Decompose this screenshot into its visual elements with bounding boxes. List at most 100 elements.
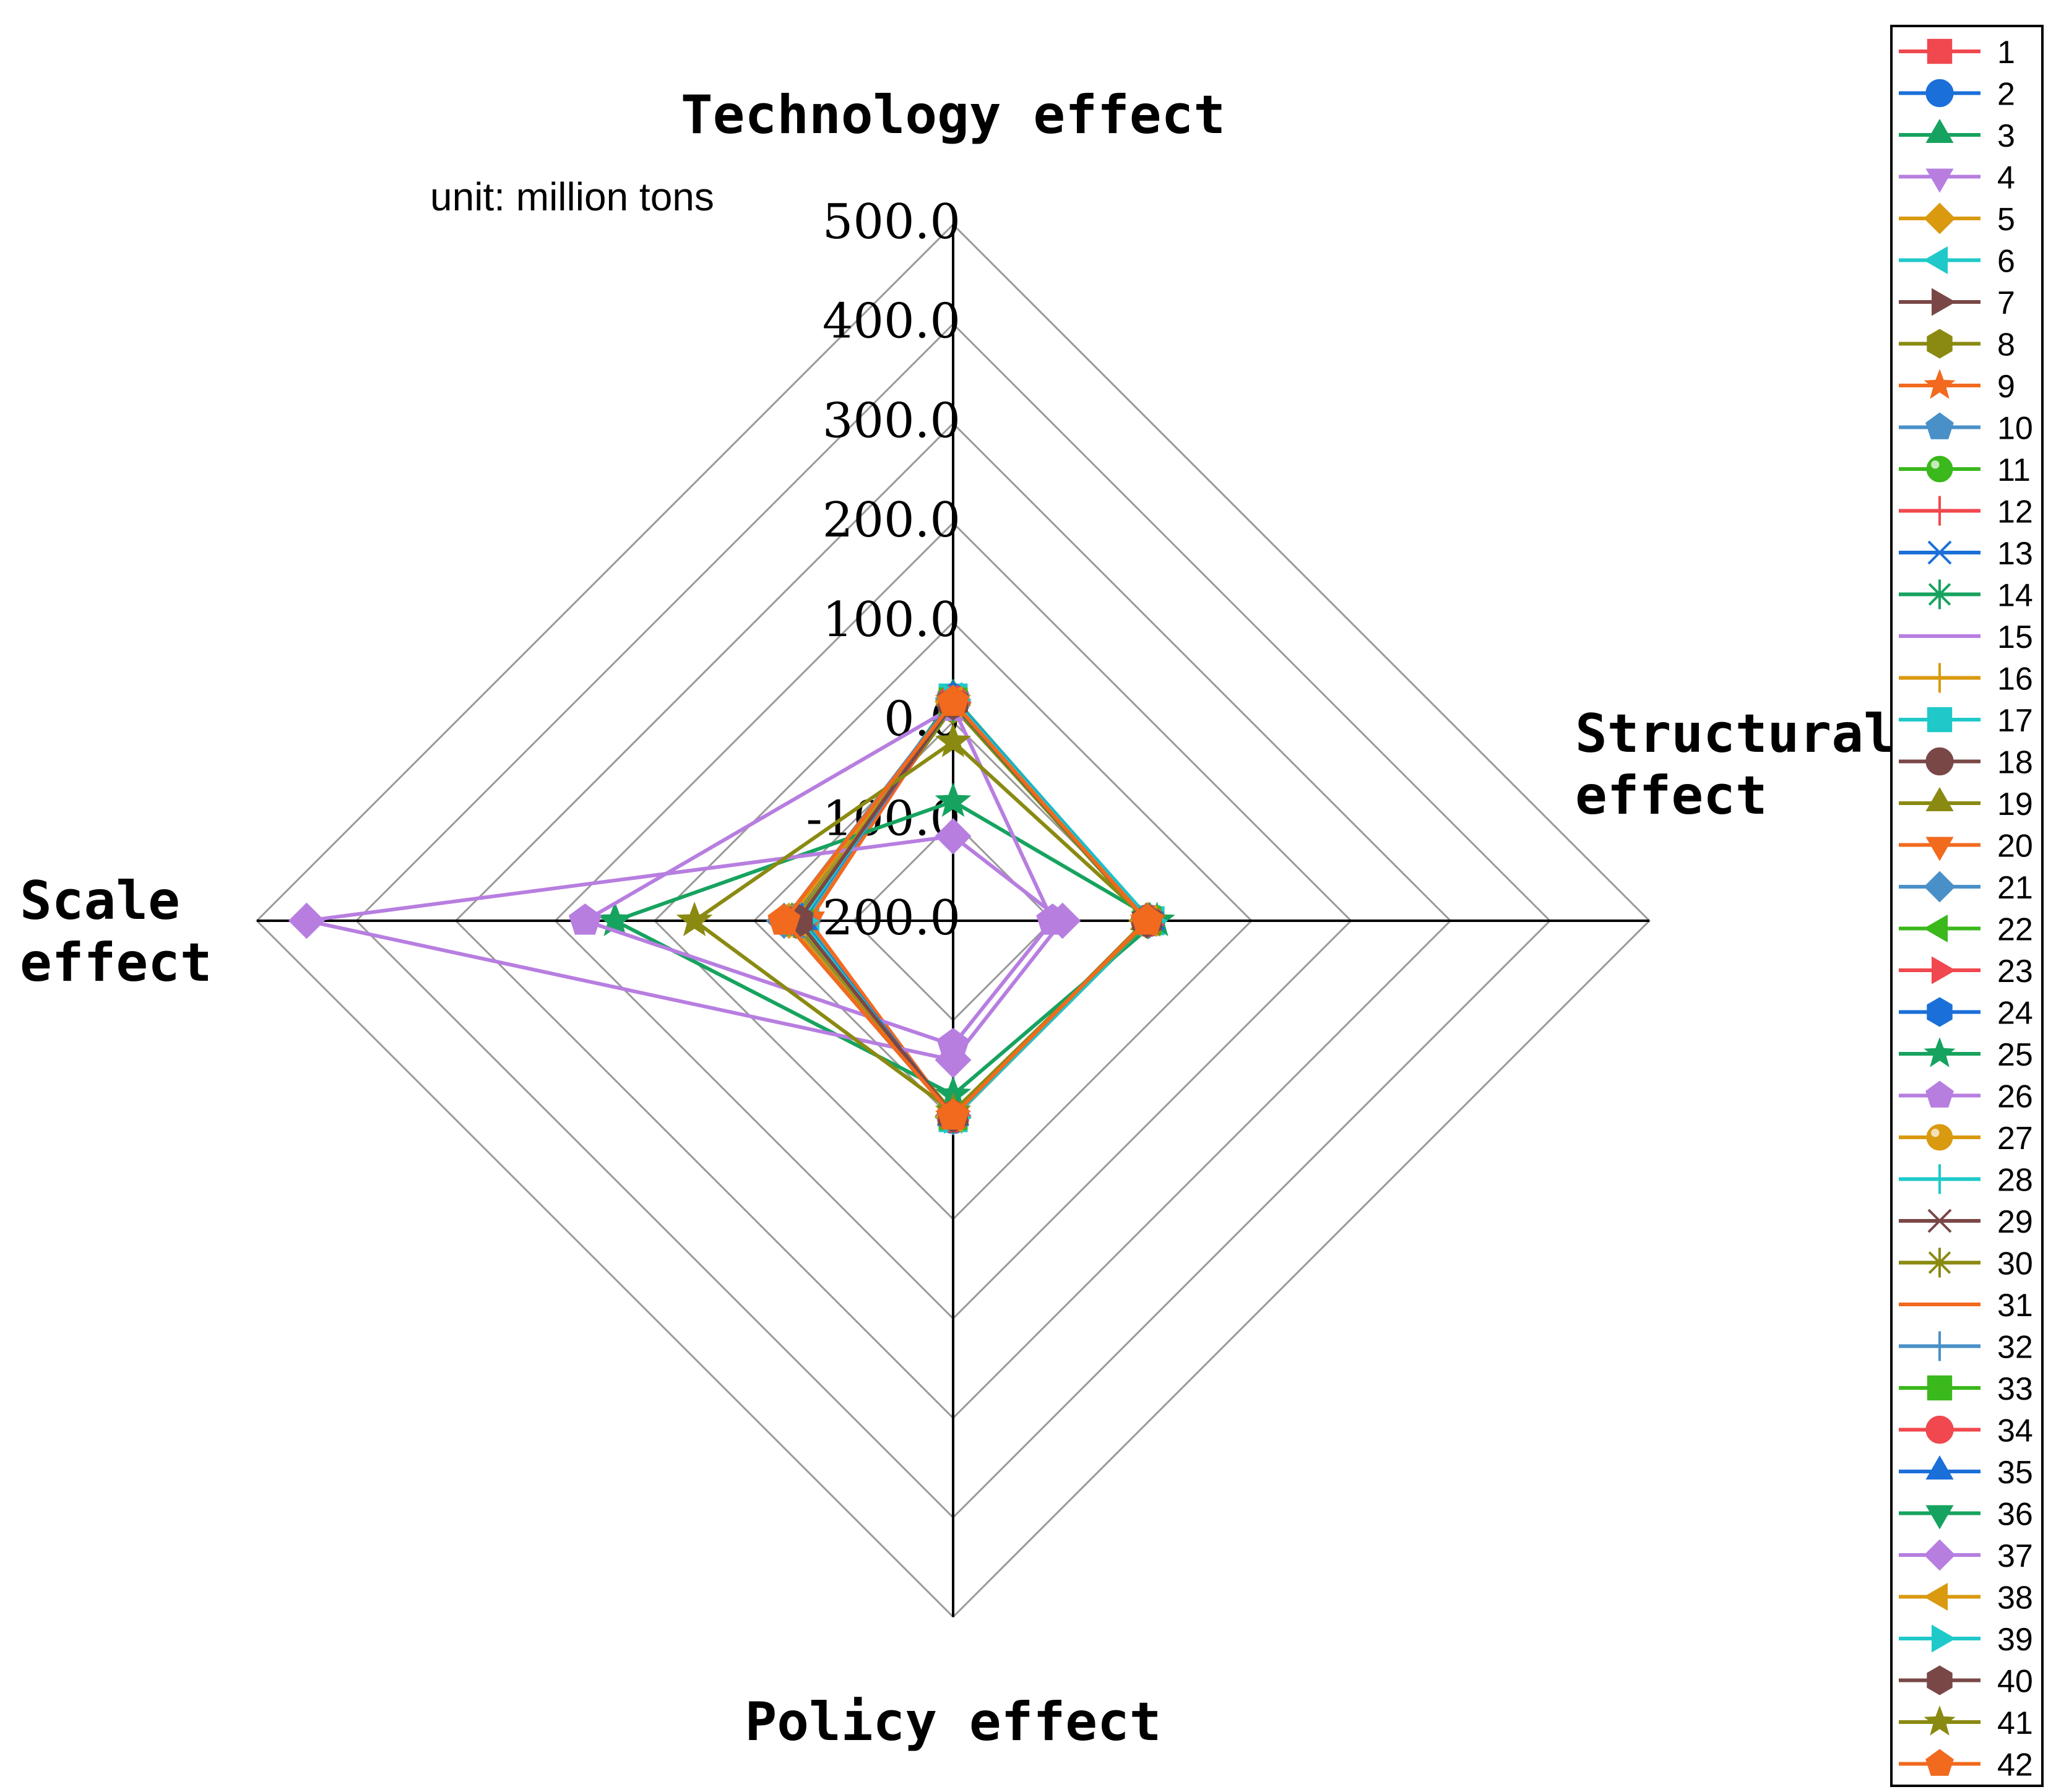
legend-item: 22	[1899, 912, 2033, 948]
legend-item: 18	[1899, 745, 2033, 781]
legend-item: 10	[1899, 411, 2033, 447]
legend-marker	[1925, 1247, 1954, 1278]
legend-item: 19	[1899, 786, 2033, 822]
series-42	[767, 684, 1164, 1130]
legend-item: 42	[1899, 1747, 2033, 1783]
legend-item: 12	[1899, 494, 2033, 530]
series-point	[936, 1098, 970, 1130]
legend-item: 41	[1899, 1705, 2033, 1741]
legend-marker-highlight	[1931, 460, 1940, 469]
legend-label: 6	[1997, 244, 2015, 280]
legend-marker	[1926, 455, 1953, 483]
legend-label: 21	[1997, 870, 2033, 906]
tick-label: 300.0	[823, 393, 961, 449]
legend-marker	[1924, 1037, 1956, 1067]
axis-title-technology: Technology effect	[681, 84, 1225, 146]
legend-marker	[1924, 1582, 1948, 1611]
series-point	[597, 902, 633, 937]
legend-item: 17	[1899, 703, 2033, 739]
legend-label: 35	[1997, 1455, 2033, 1491]
legend-marker	[1927, 540, 1952, 565]
legend-item: 16	[1899, 661, 2033, 697]
legend-item: 40	[1899, 1664, 2033, 1700]
legend-label: 17	[1997, 703, 2033, 739]
legend-label: 32	[1997, 1330, 2033, 1366]
legend-label: 7	[1997, 285, 2015, 321]
legend-marker	[1924, 871, 1956, 903]
legend-marker	[1927, 38, 1953, 64]
legend-label: 4	[1997, 160, 2015, 196]
legend-item: 5	[1899, 202, 2015, 238]
legend-label: 22	[1997, 912, 2033, 948]
legend-item: 36	[1899, 1497, 2033, 1533]
legend-marker	[1925, 1080, 1954, 1108]
legend-marker	[1925, 579, 1954, 610]
series-point	[935, 1041, 972, 1079]
legend-label: 33	[1997, 1371, 2033, 1407]
series-point	[935, 817, 972, 855]
legend-item: 4	[1899, 160, 2015, 196]
axis-title-policy: Policy effect	[745, 1691, 1161, 1753]
legend-marker	[1927, 997, 1953, 1027]
axis-title-structural: effect	[1575, 765, 1768, 827]
legend-marker	[1924, 246, 1948, 275]
legend-label: 14	[1997, 578, 2033, 614]
legend-marker	[1932, 288, 1956, 316]
legend-item: 29	[1899, 1204, 2033, 1240]
legend-label: 15	[1997, 619, 2033, 655]
legend-item: 7	[1899, 285, 2015, 321]
legend-marker	[1925, 837, 1954, 861]
legend-label: 40	[1997, 1664, 2033, 1700]
legend-marker	[1925, 1455, 1954, 1480]
legend-item: 27	[1899, 1121, 2033, 1157]
legend-label: 1	[1997, 35, 2015, 71]
legend-label: 30	[1997, 1246, 2033, 1282]
legend-marker	[1932, 956, 1956, 984]
legend-label: 13	[1997, 536, 2033, 572]
series-37	[288, 817, 1081, 1079]
legend-item: 21	[1899, 870, 2033, 906]
legend-label: 41	[1997, 1705, 2033, 1741]
legend-marker	[1925, 1505, 1954, 1530]
legend-item: 23	[1899, 954, 2033, 989]
legend-item: 37	[1899, 1538, 2033, 1574]
legend-label: 26	[1997, 1079, 2033, 1115]
legend-label: 11	[1997, 452, 2031, 488]
legend-label: 20	[1997, 829, 2033, 864]
legend-item: 6	[1899, 244, 2015, 280]
axis-title-structural: Structural	[1575, 703, 1896, 765]
series-point	[568, 903, 602, 935]
legend-label: 37	[1997, 1538, 2033, 1574]
legend-marker	[1924, 1705, 1956, 1736]
legend-label: 5	[1997, 202, 2015, 238]
axis-title-scale: Scale	[20, 870, 180, 932]
data-series	[288, 678, 1175, 1135]
legend-marker	[1925, 1749, 1954, 1776]
legend-marker	[1925, 787, 1954, 811]
legend-label: 19	[1997, 786, 2033, 822]
legend-item: 31	[1899, 1288, 2033, 1324]
legend: 1234567891011121314151617181920212223242…	[1890, 25, 2044, 1787]
legend-label: 9	[1997, 369, 2015, 405]
legend-item: 2	[1899, 77, 2015, 113]
legend-marker	[1927, 329, 1953, 359]
legend-label: 31	[1997, 1288, 2033, 1324]
legend-marker-highlight	[1931, 1129, 1940, 1137]
legend-label: 34	[1997, 1413, 2033, 1449]
legend-label: 27	[1997, 1121, 2033, 1157]
tick-label: -200.0	[806, 890, 961, 946]
legend-marker	[1925, 496, 1954, 526]
legend-item: 34	[1899, 1413, 2033, 1449]
legend-label: 2	[1997, 77, 2015, 113]
legend-label: 24	[1997, 996, 2033, 1032]
legend-label: 39	[1997, 1622, 2033, 1658]
legend-item: 1	[1899, 35, 2015, 71]
tick-label: 100.0	[823, 592, 961, 648]
legend-item: 11	[1899, 452, 2031, 488]
series-point	[935, 782, 972, 817]
legend-label: 3	[1997, 118, 2015, 154]
series-point	[1130, 903, 1164, 935]
legend-marker	[1927, 1665, 1953, 1695]
